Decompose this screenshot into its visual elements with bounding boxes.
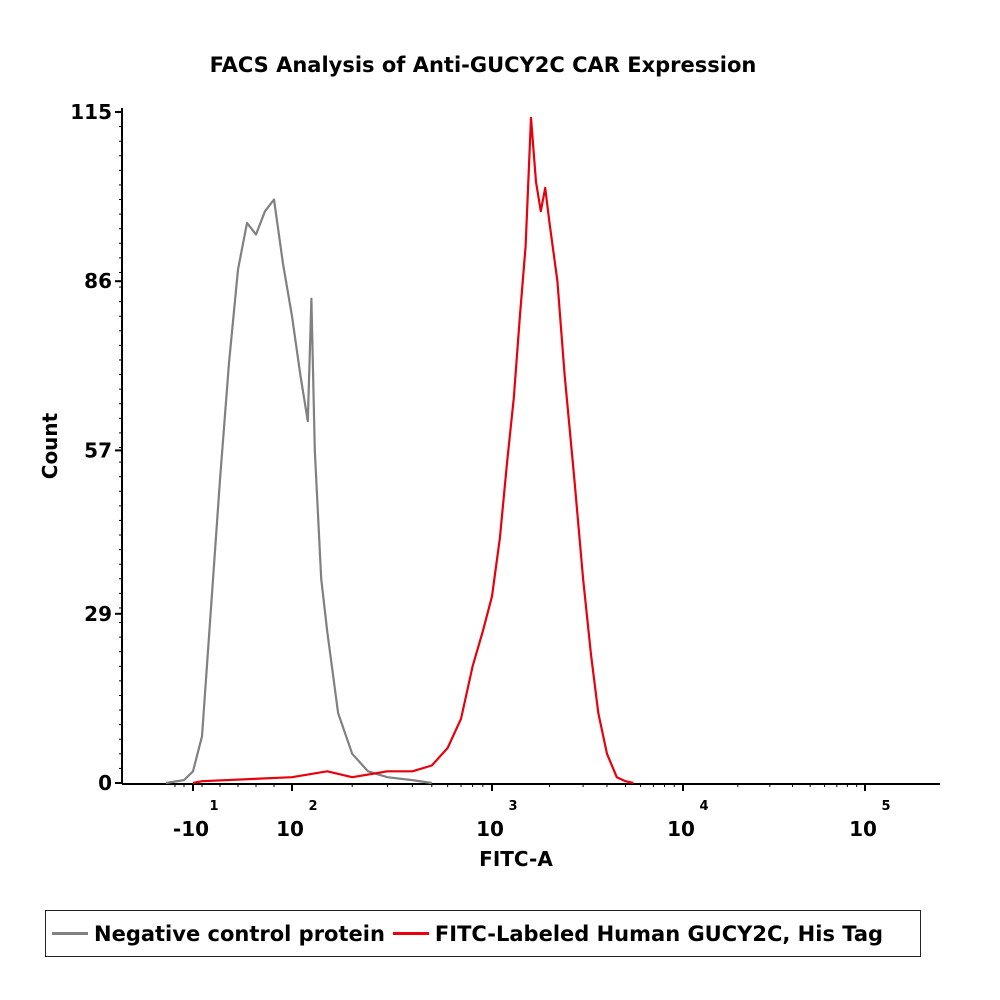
- plot-area: 0 29 57 86 115 -101 10 2 10 3 10 4 10 5: [70, 100, 940, 841]
- chart-title: FACS Analysis of Anti-GUCY2C CAR Express…: [210, 53, 757, 77]
- x-ticks: -101 10 2 10 3 10 4 10 5: [173, 783, 891, 841]
- y-tick-label: 115: [70, 100, 112, 124]
- legend-swatch-red: [392, 932, 429, 935]
- x-tick-exponent: 5: [881, 799, 890, 814]
- y-ticks: 0 29 57 86 115: [70, 100, 122, 795]
- legend-swatch-gray: [52, 932, 88, 935]
- y-tick-label: 86: [84, 269, 112, 293]
- x-tick-label: -10: [173, 817, 209, 841]
- y-tick-label: 29: [84, 602, 112, 626]
- y-tick-label: 57: [84, 438, 112, 462]
- series-group: [165, 116, 634, 785]
- legend: Negative control protein FITC-Labeled Hu…: [45, 910, 921, 957]
- x-tick-label: 10: [849, 817, 877, 841]
- x-tick-exponent: 3: [508, 799, 517, 814]
- legend-label: FITC-Labeled Human GUCY2C, His Tag: [434, 921, 884, 946]
- legend-item-negative-control: Negative control protein: [52, 922, 385, 946]
- series-line-0: [165, 198, 432, 785]
- y-tick-label: 0: [98, 771, 112, 795]
- y-axis-label: Count: [38, 412, 62, 479]
- x-tick-exponent: 1: [209, 799, 218, 814]
- legend-item-fitc-gucy2c: FITC-Labeled Human GUCY2C, His Tag: [392, 921, 884, 946]
- series-line-1: [192, 116, 634, 785]
- x-tick-label: 10: [476, 817, 504, 841]
- x-tick-exponent: 4: [699, 799, 708, 814]
- x-tick-exponent: 2: [308, 799, 317, 814]
- legend-label: Negative control protein: [94, 921, 385, 946]
- x-tick-label: 10: [667, 817, 695, 841]
- y-minor-ticks: [119, 126, 122, 769]
- x-tick-label: 10: [276, 817, 304, 841]
- x-minor-ticks: [174, 783, 858, 787]
- x-axis-label: FITC-A: [479, 847, 553, 871]
